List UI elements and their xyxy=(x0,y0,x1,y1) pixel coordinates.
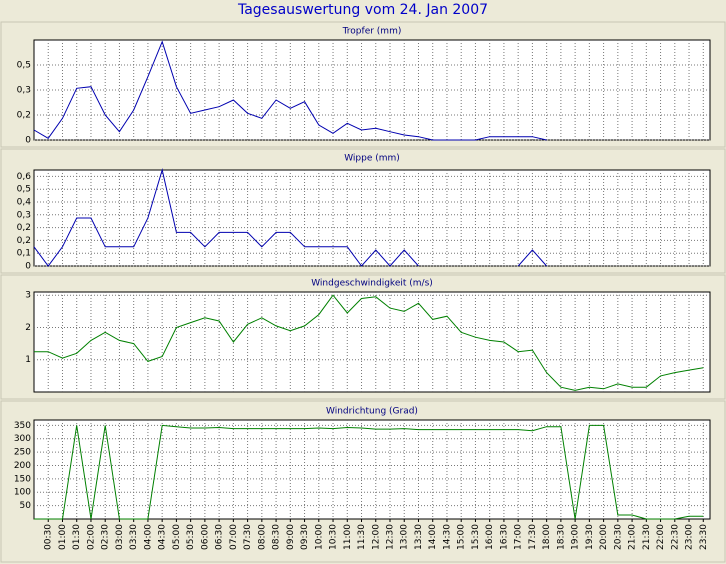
x-tick-label: 05:30 xyxy=(186,524,196,550)
y-tick-label: 0,3 xyxy=(17,86,31,96)
y-tick-label: 0,5 xyxy=(17,185,31,195)
y-tick-label: 150 xyxy=(14,474,31,484)
x-tick-label: 06:30 xyxy=(215,524,225,550)
x-tick-label: 16:00 xyxy=(485,524,495,550)
y-tick-label: 0 xyxy=(25,136,31,146)
x-tick-label: 21:00 xyxy=(628,524,638,550)
x-tick-label: 23:30 xyxy=(699,524,709,550)
y-tick-label: 50 xyxy=(20,501,32,511)
plot-area xyxy=(33,291,711,393)
data-line xyxy=(34,294,704,391)
data-line xyxy=(33,40,547,141)
x-tick-label: 16:30 xyxy=(499,524,509,550)
x-tick-label: 14:30 xyxy=(442,524,452,550)
panel-title: Windgeschwindigkeit (m/s) xyxy=(311,279,433,289)
x-tick-label: 20:30 xyxy=(613,524,623,550)
x-tick-label: 23:00 xyxy=(685,524,695,550)
panel-frame xyxy=(0,21,726,148)
y-tick-label: 0,1 xyxy=(17,249,31,259)
panel-title: Tropfer (mm) xyxy=(342,27,402,37)
panel-title: Windrichtung (Grad) xyxy=(326,407,418,417)
x-tick-label: 17:30 xyxy=(528,524,538,550)
plot-area xyxy=(33,39,711,141)
page-title: Tagesauswertung vom 24. Jan 2007 xyxy=(237,2,488,18)
x-tick-label: 20:00 xyxy=(599,524,609,550)
x-tick-label: 15:30 xyxy=(471,524,481,550)
y-tick-label: 200 xyxy=(14,461,31,471)
x-tick-label: 13:30 xyxy=(414,524,424,550)
x-tick-label: 01:30 xyxy=(72,524,82,550)
x-tick-label: 22:00 xyxy=(656,524,666,550)
x-tick-label: 02:00 xyxy=(86,524,96,550)
panel-title: Wippe (mm) xyxy=(344,154,400,164)
y-tick-label: 300 xyxy=(14,434,31,444)
panel-frame xyxy=(0,148,726,274)
x-tick-label: 18:00 xyxy=(542,524,552,550)
x-tick-label: 21:30 xyxy=(642,524,652,550)
x-tick-label: 18:30 xyxy=(556,524,566,550)
x-tick-label: 10:30 xyxy=(329,524,339,550)
x-tick-label: 04:30 xyxy=(158,524,168,550)
y-tick-label: 250 xyxy=(14,448,31,458)
x-tick-label: 09:00 xyxy=(286,524,296,550)
x-tick-label: 11:00 xyxy=(343,524,353,550)
x-tick-label: 09:30 xyxy=(300,524,310,550)
plot-area xyxy=(33,419,711,520)
x-tick-label: 17:00 xyxy=(514,524,524,550)
y-tick-label: 0 xyxy=(25,262,31,272)
x-tick-label: 19:30 xyxy=(585,524,595,550)
y-tick-label: 2 xyxy=(25,323,31,333)
x-tick-label: 07:30 xyxy=(243,524,253,550)
x-tick-label: 22:30 xyxy=(670,524,680,550)
x-tick-label: 00:30 xyxy=(44,524,54,550)
y-tick-label: 0,2 xyxy=(17,223,31,233)
x-tick-label: 03:00 xyxy=(115,524,125,550)
y-tick-label: 3 xyxy=(25,291,31,301)
x-tick-label: 04:00 xyxy=(143,524,153,550)
y-tick-label: 0,3 xyxy=(17,210,31,220)
panel-frame xyxy=(0,400,726,563)
y-tick-label: 0,5 xyxy=(17,61,31,71)
x-tick-label: 14:00 xyxy=(428,524,438,550)
x-tick-label: 15:00 xyxy=(457,524,467,550)
x-tick-label: 01:00 xyxy=(58,524,68,550)
x-tick-label: 08:00 xyxy=(257,524,267,550)
x-tick-label: 10:00 xyxy=(314,524,324,550)
y-tick-label: 0,2 xyxy=(17,236,31,246)
data-line xyxy=(34,424,704,520)
x-tick-label: 02:30 xyxy=(101,524,111,550)
x-tick-label: 12:00 xyxy=(371,524,381,550)
x-tick-label: 12:30 xyxy=(386,524,396,550)
y-tick-label: 100 xyxy=(14,488,31,498)
x-tick-label: 11:30 xyxy=(357,524,367,550)
x-tick-label: 13:00 xyxy=(400,524,410,550)
x-tick-label: 07:00 xyxy=(229,524,239,550)
panel-frame xyxy=(0,274,726,400)
x-tick-label: 03:30 xyxy=(129,524,139,550)
x-tick-label: 19:00 xyxy=(571,524,581,550)
y-tick-label: 0,6 xyxy=(17,172,32,182)
data-line xyxy=(33,168,547,267)
x-tick-label: 05:00 xyxy=(172,524,182,550)
plot-area xyxy=(33,169,711,267)
y-tick-label: 0,4 xyxy=(17,198,32,208)
x-tick-label: 06:00 xyxy=(200,524,210,550)
y-tick-label: 1 xyxy=(25,355,31,365)
y-tick-label: 350 xyxy=(14,421,31,431)
x-tick-label: 08:30 xyxy=(272,524,282,550)
y-tick-label: 0,2 xyxy=(17,111,31,121)
